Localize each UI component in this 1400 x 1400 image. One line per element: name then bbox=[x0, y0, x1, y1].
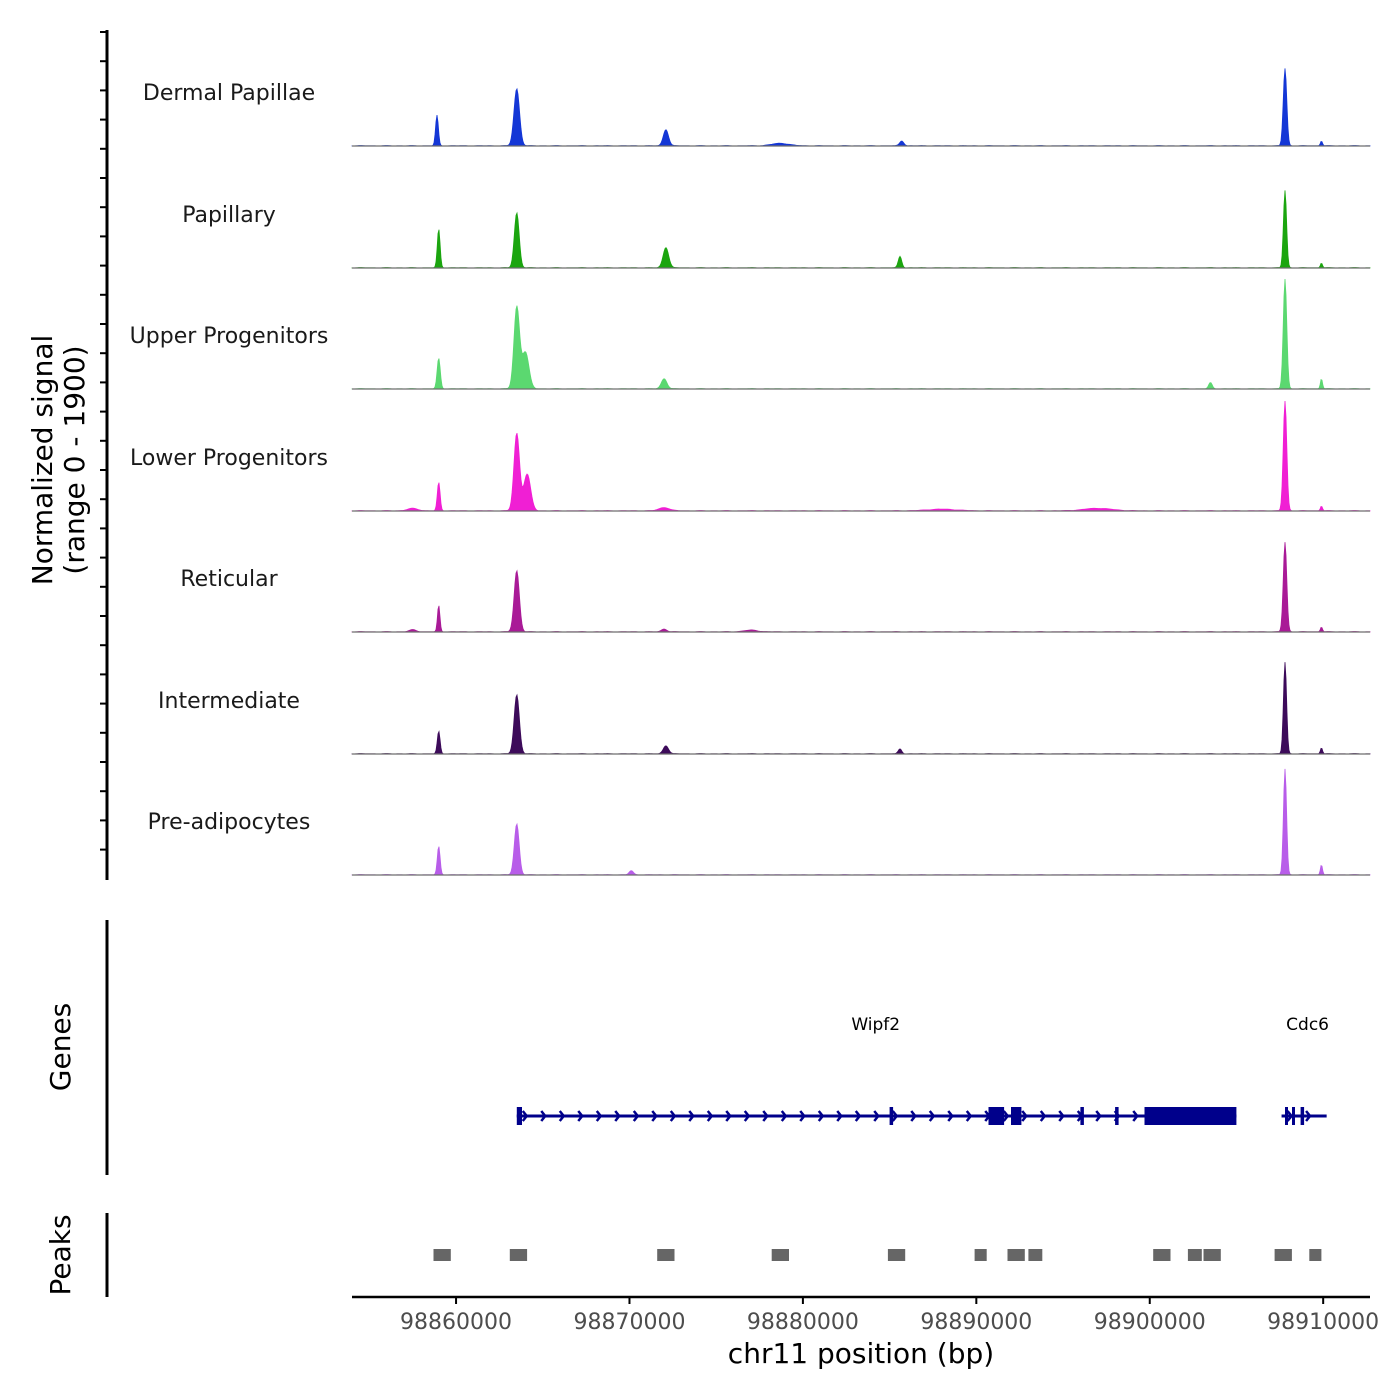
track-papillary: Papillary bbox=[182, 190, 1371, 269]
gene-models: Wipf2 Cdc6 bbox=[516, 1015, 1329, 1125]
exon-wipf2-5 bbox=[1115, 1107, 1119, 1125]
x-tick-label-1: 98870000 bbox=[573, 1310, 685, 1335]
peak-regions bbox=[433, 1249, 1322, 1261]
strand-arrow-wipf2-4 bbox=[595, 1110, 603, 1122]
exon-wipf2-4 bbox=[1080, 1107, 1084, 1125]
strand-arrow-wipf2-12 bbox=[743, 1110, 751, 1122]
strand-arrow-wipf2-11 bbox=[725, 1110, 732, 1122]
strand-arrow-wipf2-22 bbox=[928, 1110, 936, 1122]
strand-arrow-cdc6-0 bbox=[1286, 1110, 1294, 1122]
peak-region-1 bbox=[509, 1249, 528, 1261]
strand-arrow-wipf2-23 bbox=[947, 1110, 954, 1122]
strand-arrow-wipf2-18 bbox=[854, 1110, 862, 1122]
x-axis-ticks: 98860000 98870000 98880000 98890000 98900000… bbox=[400, 1297, 1379, 1335]
track-pre-adipocytes: Pre-adipocytes bbox=[148, 768, 1371, 876]
strand-arrow-cdc6-1 bbox=[1305, 1110, 1312, 1122]
track-label-dermal-papillae: Dermal Papillae bbox=[143, 81, 315, 106]
x-tick-label-5: 98910000 bbox=[1267, 1310, 1379, 1335]
peak-region-5 bbox=[974, 1249, 987, 1261]
strand-arrow-wipf2-19 bbox=[873, 1110, 880, 1122]
strand-arrow-wipf2-33 bbox=[1132, 1110, 1139, 1122]
track-area-reticular bbox=[351, 542, 1371, 633]
gene-model-wipf2 bbox=[516, 1107, 1237, 1125]
strand-arrow-wipf2-3 bbox=[577, 1110, 584, 1122]
track-intermediate: Intermediate bbox=[158, 662, 1371, 755]
strand-arrow-wipf2-9 bbox=[688, 1110, 695, 1122]
strand-arrow-wipf2-6 bbox=[632, 1110, 640, 1122]
x-tick-label-0: 98860000 bbox=[400, 1310, 512, 1335]
strand-arrow-wipf2-10 bbox=[706, 1110, 714, 1122]
peak-region-12 bbox=[1309, 1249, 1322, 1261]
exon-wipf2-1 bbox=[889, 1107, 894, 1125]
peak-region-7 bbox=[1028, 1249, 1043, 1261]
strand-arrow-wipf2-13 bbox=[762, 1110, 769, 1122]
peak-region-0 bbox=[433, 1249, 451, 1261]
y-axis-title-line2: (range 0 - 1900) bbox=[58, 345, 91, 574]
strand-arrow-wipf2-0 bbox=[521, 1110, 529, 1122]
x-axis-title: chr11 position (bp) bbox=[728, 1337, 994, 1370]
peak-region-10 bbox=[1203, 1249, 1221, 1261]
peak-region-3 bbox=[771, 1249, 789, 1261]
track-label-upper-progenitors: Upper Progenitors bbox=[130, 324, 329, 349]
strand-arrow-wipf2-8 bbox=[669, 1110, 677, 1122]
exon-wipf2-0 bbox=[516, 1107, 522, 1125]
track-reticular: Reticular bbox=[180, 542, 1371, 633]
peak-region-9 bbox=[1187, 1249, 1202, 1261]
strand-arrow-wipf2-24 bbox=[965, 1110, 973, 1122]
track-upper-progenitors: Upper Progenitors bbox=[130, 278, 1371, 390]
strand-arrow-wipf2-16 bbox=[817, 1110, 825, 1122]
coverage-tracks: Dermal Papillae Papillary Upper Progenit… bbox=[130, 68, 1371, 876]
x-tick-label-2: 98880000 bbox=[747, 1310, 859, 1335]
exon-wipf2-6 bbox=[1144, 1107, 1237, 1125]
track-label-papillary: Papillary bbox=[182, 203, 276, 228]
track-label-lower-progenitors: Lower Progenitors bbox=[130, 446, 328, 471]
track-area-dermal-papillae bbox=[351, 68, 1371, 147]
track-area-pre-adipocytes bbox=[351, 768, 1371, 876]
strand-arrow-wipf2-17 bbox=[836, 1110, 843, 1122]
strand-arrow-wipf2-29 bbox=[1058, 1110, 1065, 1122]
gene-label-cdc6: Cdc6 bbox=[1286, 1015, 1329, 1035]
exon-cdc6-2 bbox=[1300, 1107, 1305, 1125]
strand-arrow-wipf2-14 bbox=[780, 1110, 788, 1122]
genes-panel-title: Genes bbox=[44, 1003, 77, 1091]
peak-region-8 bbox=[1153, 1249, 1171, 1261]
track-lower-progenitors: Lower Progenitors bbox=[130, 400, 1371, 512]
strand-arrow-wipf2-1 bbox=[540, 1110, 547, 1122]
strand-arrow-wipf2-31 bbox=[1095, 1110, 1102, 1122]
y-axis-title-line1: Normalized signal bbox=[26, 335, 59, 586]
strand-arrow-wipf2-20 bbox=[891, 1110, 899, 1122]
exon-cdc6-0 bbox=[1285, 1107, 1288, 1125]
track-label-pre-adipocytes: Pre-adipocytes bbox=[148, 810, 311, 835]
track-area-lower-progenitors bbox=[351, 400, 1371, 512]
track-dermal-papillae: Dermal Papillae bbox=[143, 68, 1371, 147]
track-area-intermediate bbox=[351, 662, 1371, 755]
track-area-upper-progenitors bbox=[351, 278, 1371, 390]
track-label-reticular: Reticular bbox=[180, 567, 278, 592]
exon-wipf2-2 bbox=[988, 1107, 1005, 1125]
x-tick-label-4: 98900000 bbox=[1094, 1310, 1206, 1335]
track-label-intermediate: Intermediate bbox=[158, 689, 300, 714]
strand-arrow-wipf2-26 bbox=[1002, 1110, 1010, 1122]
peak-region-4 bbox=[887, 1249, 906, 1261]
gene-model-cdc6 bbox=[1281, 1107, 1327, 1125]
peak-region-2 bbox=[657, 1249, 675, 1261]
x-tick-label-3: 98890000 bbox=[920, 1310, 1032, 1335]
peak-region-6 bbox=[1007, 1249, 1025, 1261]
strand-arrow-wipf2-15 bbox=[799, 1110, 806, 1122]
strand-arrow-wipf2-28 bbox=[1039, 1110, 1047, 1122]
strand-arrow-wipf2-5 bbox=[614, 1110, 621, 1122]
exon-cdc6-1 bbox=[1292, 1107, 1295, 1125]
peak-region-11 bbox=[1274, 1249, 1292, 1261]
strand-arrow-wipf2-27 bbox=[1021, 1110, 1028, 1122]
strand-arrow-wipf2-7 bbox=[651, 1110, 658, 1122]
exon-wipf2-3 bbox=[1011, 1107, 1022, 1125]
strand-arrow-wipf2-21 bbox=[910, 1110, 917, 1122]
peaks-panel-title: Peaks bbox=[44, 1214, 77, 1295]
coverage-y-ticks bbox=[100, 31, 107, 851]
strand-arrow-wipf2-2 bbox=[558, 1110, 566, 1122]
track-area-papillary bbox=[351, 190, 1371, 269]
gene-label-wipf2: Wipf2 bbox=[851, 1015, 900, 1035]
